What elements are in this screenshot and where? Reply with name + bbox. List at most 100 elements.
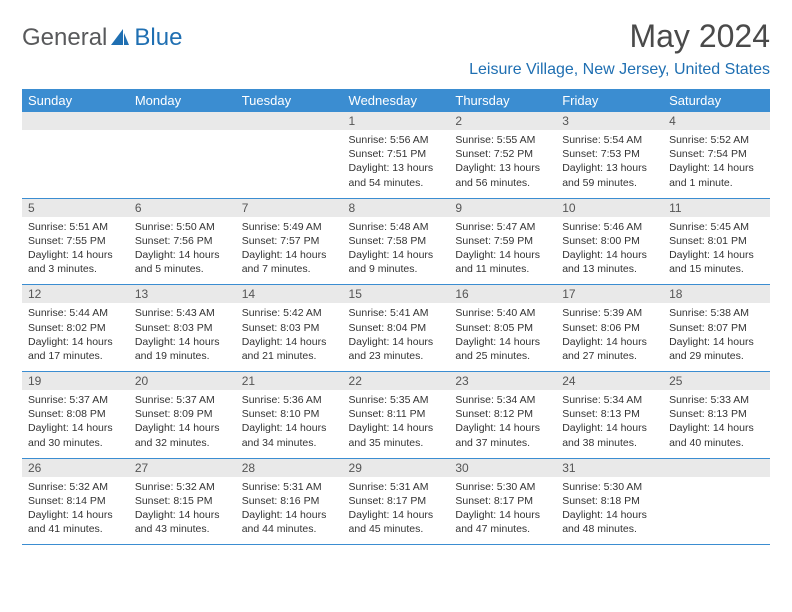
sunrise-text: Sunrise: 5:46 AM: [562, 220, 657, 234]
daylight-text: Daylight: 14 hours and 11 minutes.: [455, 248, 550, 276]
sunset-text: Sunset: 8:15 PM: [135, 494, 230, 508]
calendar-day-cell: 24Sunrise: 5:34 AMSunset: 8:13 PMDayligh…: [556, 372, 663, 459]
sunrise-text: Sunrise: 5:38 AM: [669, 306, 764, 320]
sunrise-text: Sunrise: 5:52 AM: [669, 133, 764, 147]
daylight-text: Daylight: 13 hours and 54 minutes.: [349, 161, 444, 189]
day-details: [22, 130, 129, 188]
sunrise-text: Sunrise: 5:51 AM: [28, 220, 123, 234]
weekday-header: Wednesday: [343, 89, 450, 112]
day-number: 30: [449, 459, 556, 477]
daylight-text: Daylight: 14 hours and 27 minutes.: [562, 335, 657, 363]
daylight-text: Daylight: 14 hours and 15 minutes.: [669, 248, 764, 276]
sunrise-text: Sunrise: 5:55 AM: [455, 133, 550, 147]
sunset-text: Sunset: 8:02 PM: [28, 321, 123, 335]
sunset-text: Sunset: 8:09 PM: [135, 407, 230, 421]
day-number: 19: [22, 372, 129, 390]
sunrise-text: Sunrise: 5:30 AM: [455, 480, 550, 494]
day-details: Sunrise: 5:32 AMSunset: 8:15 PMDaylight:…: [129, 477, 236, 545]
daylight-text: Daylight: 14 hours and 47 minutes.: [455, 508, 550, 536]
calendar-day-cell: 17Sunrise: 5:39 AMSunset: 8:06 PMDayligh…: [556, 285, 663, 372]
day-number: 2: [449, 112, 556, 130]
day-details: Sunrise: 5:54 AMSunset: 7:53 PMDaylight:…: [556, 130, 663, 198]
day-number: [129, 112, 236, 130]
day-number: 4: [663, 112, 770, 130]
day-details: Sunrise: 5:44 AMSunset: 8:02 PMDaylight:…: [22, 303, 129, 371]
sunset-text: Sunset: 8:17 PM: [349, 494, 444, 508]
day-details: Sunrise: 5:42 AMSunset: 8:03 PMDaylight:…: [236, 303, 343, 371]
sunrise-text: Sunrise: 5:41 AM: [349, 306, 444, 320]
daylight-text: Daylight: 14 hours and 44 minutes.: [242, 508, 337, 536]
header: General Blue May 2024 Leisure Village, N…: [22, 18, 770, 87]
daylight-text: Daylight: 14 hours and 17 minutes.: [28, 335, 123, 363]
sunset-text: Sunset: 7:56 PM: [135, 234, 230, 248]
sunrise-text: Sunrise: 5:34 AM: [455, 393, 550, 407]
sunset-text: Sunset: 8:08 PM: [28, 407, 123, 421]
brand-blue-label: Blue: [134, 24, 182, 52]
day-number: 29: [343, 459, 450, 477]
calendar-day-cell: 28Sunrise: 5:31 AMSunset: 8:16 PMDayligh…: [236, 458, 343, 545]
daylight-text: Daylight: 14 hours and 35 minutes.: [349, 421, 444, 449]
day-number: 11: [663, 199, 770, 217]
day-number: 6: [129, 199, 236, 217]
sunrise-text: Sunrise: 5:45 AM: [669, 220, 764, 234]
sunset-text: Sunset: 8:17 PM: [455, 494, 550, 508]
calendar-day-cell: 21Sunrise: 5:36 AMSunset: 8:10 PMDayligh…: [236, 372, 343, 459]
day-details: Sunrise: 5:30 AMSunset: 8:17 PMDaylight:…: [449, 477, 556, 545]
sunrise-text: Sunrise: 5:36 AM: [242, 393, 337, 407]
calendar-week-row: 26Sunrise: 5:32 AMSunset: 8:14 PMDayligh…: [22, 458, 770, 545]
day-number: 25: [663, 372, 770, 390]
daylight-text: Daylight: 14 hours and 23 minutes.: [349, 335, 444, 363]
day-details: Sunrise: 5:30 AMSunset: 8:18 PMDaylight:…: [556, 477, 663, 545]
calendar-day-cell: 4Sunrise: 5:52 AMSunset: 7:54 PMDaylight…: [663, 112, 770, 198]
daylight-text: Daylight: 14 hours and 19 minutes.: [135, 335, 230, 363]
sunset-text: Sunset: 8:07 PM: [669, 321, 764, 335]
sunset-text: Sunset: 7:53 PM: [562, 147, 657, 161]
day-details: Sunrise: 5:50 AMSunset: 7:56 PMDaylight:…: [129, 217, 236, 285]
calendar-day-cell: 18Sunrise: 5:38 AMSunset: 8:07 PMDayligh…: [663, 285, 770, 372]
day-details: Sunrise: 5:40 AMSunset: 8:05 PMDaylight:…: [449, 303, 556, 371]
month-title: May 2024: [469, 18, 770, 55]
weekday-header: Thursday: [449, 89, 556, 112]
sunset-text: Sunset: 8:11 PM: [349, 407, 444, 421]
calendar-day-cell: 2Sunrise: 5:55 AMSunset: 7:52 PMDaylight…: [449, 112, 556, 198]
day-number: 21: [236, 372, 343, 390]
sunset-text: Sunset: 8:12 PM: [455, 407, 550, 421]
sunset-text: Sunset: 8:10 PM: [242, 407, 337, 421]
day-details: Sunrise: 5:31 AMSunset: 8:16 PMDaylight:…: [236, 477, 343, 545]
sunrise-text: Sunrise: 5:42 AM: [242, 306, 337, 320]
day-details: Sunrise: 5:55 AMSunset: 7:52 PMDaylight:…: [449, 130, 556, 198]
calendar-day-cell: 10Sunrise: 5:46 AMSunset: 8:00 PMDayligh…: [556, 198, 663, 285]
calendar-day-cell: 26Sunrise: 5:32 AMSunset: 8:14 PMDayligh…: [22, 458, 129, 545]
daylight-text: Daylight: 14 hours and 45 minutes.: [349, 508, 444, 536]
day-details: Sunrise: 5:34 AMSunset: 8:12 PMDaylight:…: [449, 390, 556, 458]
day-number: 24: [556, 372, 663, 390]
sunset-text: Sunset: 8:05 PM: [455, 321, 550, 335]
sunrise-text: Sunrise: 5:54 AM: [562, 133, 657, 147]
sunrise-text: Sunrise: 5:49 AM: [242, 220, 337, 234]
day-number: 31: [556, 459, 663, 477]
calendar-day-cell: 9Sunrise: 5:47 AMSunset: 7:59 PMDaylight…: [449, 198, 556, 285]
calendar-day-cell: 3Sunrise: 5:54 AMSunset: 7:53 PMDaylight…: [556, 112, 663, 198]
sunrise-text: Sunrise: 5:32 AM: [28, 480, 123, 494]
sunset-text: Sunset: 7:59 PM: [455, 234, 550, 248]
day-details: Sunrise: 5:37 AMSunset: 8:09 PMDaylight:…: [129, 390, 236, 458]
daylight-text: Daylight: 14 hours and 9 minutes.: [349, 248, 444, 276]
day-details: [663, 477, 770, 535]
calendar-day-cell: 23Sunrise: 5:34 AMSunset: 8:12 PMDayligh…: [449, 372, 556, 459]
sunset-text: Sunset: 8:13 PM: [669, 407, 764, 421]
day-details: Sunrise: 5:56 AMSunset: 7:51 PMDaylight:…: [343, 130, 450, 198]
weekday-header: Saturday: [663, 89, 770, 112]
daylight-text: Daylight: 13 hours and 56 minutes.: [455, 161, 550, 189]
sunset-text: Sunset: 7:57 PM: [242, 234, 337, 248]
day-details: Sunrise: 5:48 AMSunset: 7:58 PMDaylight:…: [343, 217, 450, 285]
day-details: Sunrise: 5:35 AMSunset: 8:11 PMDaylight:…: [343, 390, 450, 458]
day-number: 5: [22, 199, 129, 217]
day-details: Sunrise: 5:41 AMSunset: 8:04 PMDaylight:…: [343, 303, 450, 371]
day-details: Sunrise: 5:47 AMSunset: 7:59 PMDaylight:…: [449, 217, 556, 285]
sunrise-text: Sunrise: 5:30 AM: [562, 480, 657, 494]
daylight-text: Daylight: 14 hours and 21 minutes.: [242, 335, 337, 363]
sunset-text: Sunset: 8:03 PM: [242, 321, 337, 335]
sunrise-text: Sunrise: 5:37 AM: [135, 393, 230, 407]
day-number: 8: [343, 199, 450, 217]
calendar-page: General Blue May 2024 Leisure Village, N…: [0, 0, 792, 555]
